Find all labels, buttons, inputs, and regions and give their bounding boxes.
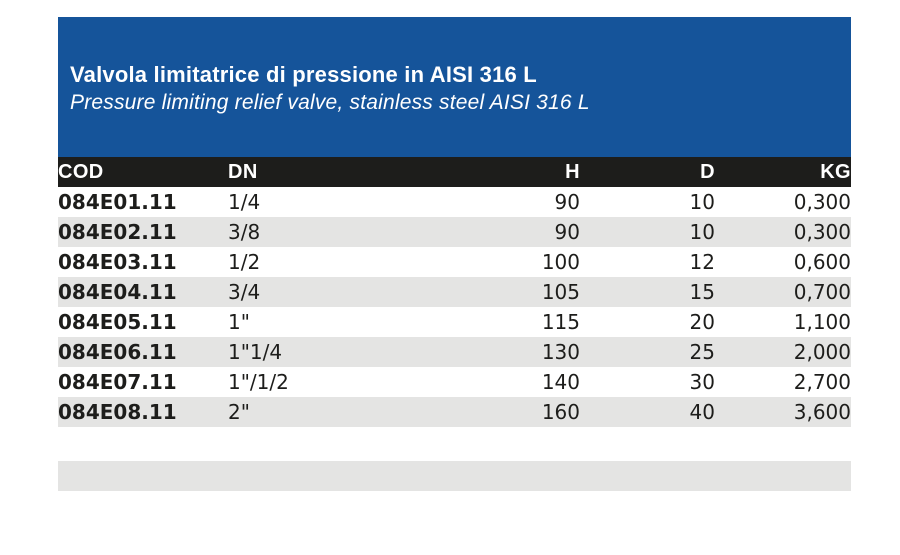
kg-cell: 0,600 <box>793 250 851 274</box>
d-cell: 30 <box>689 370 715 394</box>
product-title-english: Pressure limiting relief valve, stainles… <box>70 91 590 114</box>
dn-cell: 1"/1/2 <box>228 370 289 394</box>
dn-cell: 2" <box>228 400 250 424</box>
cod-cell: 084E03.11 <box>58 250 177 274</box>
col-header-h: H <box>565 161 580 183</box>
dn-cell: 1/2 <box>228 250 261 274</box>
kg-cell: 0,700 <box>793 280 851 304</box>
product-banner: Valvola limitatrice di pressione in AISI… <box>58 17 851 157</box>
col-header-dn: DN <box>228 161 258 183</box>
h-cell: 90 <box>554 220 580 244</box>
kg-cell: 0,300 <box>793 190 851 214</box>
dn-cell: 3/4 <box>228 280 261 304</box>
d-cell: 12 <box>689 250 715 274</box>
dn-cell: 1"1/4 <box>228 340 283 364</box>
cod-cell: 084E06.11 <box>58 340 177 364</box>
col-header-cod: COD <box>58 161 104 183</box>
kg-cell: 3,600 <box>793 400 851 424</box>
h-cell: 140 <box>541 370 580 394</box>
table-header-row: COD DN H D KG <box>58 157 851 187</box>
d-cell: 15 <box>689 280 715 304</box>
cod-cell: 084E01.11 <box>58 190 177 214</box>
h-cell: 160 <box>541 400 580 424</box>
h-cell: 130 <box>541 340 580 364</box>
kg-cell: 1,100 <box>793 310 851 334</box>
table-row: 084E05.11 1" 115 20 1,100 <box>58 307 851 337</box>
h-cell: 90 <box>554 190 580 214</box>
dn-cell: 1" <box>228 310 250 334</box>
dn-cell: 1/4 <box>228 190 261 214</box>
kg-cell: 2,000 <box>793 340 851 364</box>
kg-cell: 0,300 <box>793 220 851 244</box>
table-row: 084E08.11 2" 160 40 3,600 <box>58 397 851 427</box>
cod-cell: 084E07.11 <box>58 370 177 394</box>
product-title-italian: Valvola limitatrice di pressione in AISI… <box>70 62 537 87</box>
table-row: 084E04.11 3/4 105 15 0,700 <box>58 277 851 307</box>
footer-bar <box>58 461 851 491</box>
cod-cell: 084E04.11 <box>58 280 177 304</box>
table-row: 084E01.11 1/4 90 10 0,300 <box>58 187 851 217</box>
table-row: 084E02.11 3/8 90 10 0,300 <box>58 217 851 247</box>
d-cell: 25 <box>689 340 715 364</box>
dn-cell: 3/8 <box>228 220 261 244</box>
spec-table: COD DN H D KG 084E01.11 1/4 90 10 0,300 … <box>58 157 851 427</box>
h-cell: 100 <box>541 250 580 274</box>
h-cell: 115 <box>541 310 580 334</box>
d-cell: 10 <box>689 220 715 244</box>
d-cell: 40 <box>689 400 715 424</box>
d-cell: 20 <box>689 310 715 334</box>
cod-cell: 084E08.11 <box>58 400 177 424</box>
h-cell: 105 <box>541 280 580 304</box>
table-row: 084E03.11 1/2 100 12 0,600 <box>58 247 851 277</box>
kg-cell: 2,700 <box>793 370 851 394</box>
table-row: 084E06.11 1"1/4 130 25 2,000 <box>58 337 851 367</box>
d-cell: 10 <box>689 190 715 214</box>
cod-cell: 084E05.11 <box>58 310 177 334</box>
cod-cell: 084E02.11 <box>58 220 177 244</box>
table-row: 084E07.11 1"/1/2 140 30 2,700 <box>58 367 851 397</box>
col-header-kg: KG <box>820 161 851 183</box>
col-header-d: D <box>700 161 715 183</box>
